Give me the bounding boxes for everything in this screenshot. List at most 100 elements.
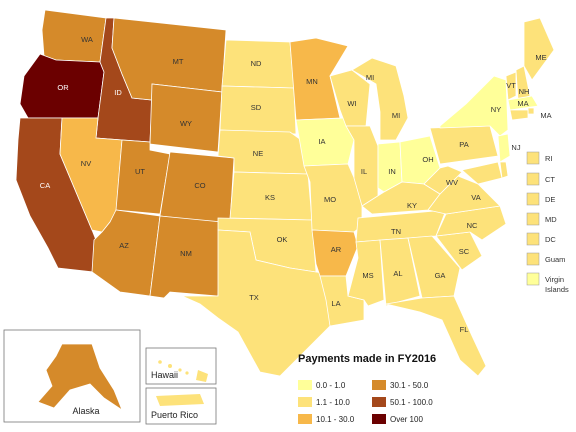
states-layer [15, 9, 555, 377]
label-SD: SD [251, 103, 262, 112]
key-box-MD [526, 212, 540, 226]
island-puerto-rico [156, 394, 204, 406]
key-label-RI: RI [545, 154, 553, 163]
label-AZ: AZ [119, 241, 129, 250]
legend-label-2: 10.1 - 30.0 [316, 415, 355, 424]
label-MI: MI [392, 111, 400, 120]
key-label-CT: CT [545, 175, 555, 184]
key-label-Guam: Guam [545, 255, 565, 264]
island-hawaii-1 [158, 360, 162, 364]
label-NY: NY [491, 105, 501, 114]
legend-swatch-4 [372, 397, 386, 407]
state-NY [439, 75, 509, 137]
state-WV [423, 165, 463, 195]
legend-label-4: 50.1 - 100.0 [390, 398, 433, 407]
label-GA: GA [435, 271, 446, 280]
label-WA: WA [81, 35, 93, 44]
label-AR: AR [331, 245, 342, 254]
state-SD [219, 85, 297, 135]
label-NC: NC [467, 221, 478, 230]
legend-label-5: Over 100 [390, 415, 423, 424]
label-VT: VT [506, 81, 516, 90]
island-hawaii-2 [168, 364, 172, 368]
inset-puerto-rico-frame [145, 387, 217, 425]
state-NJ [497, 133, 511, 163]
label-MA-callout: MA [540, 111, 551, 120]
label-AL: AL [393, 269, 402, 278]
label-NV: NV [81, 159, 91, 168]
label-UT: UT [135, 167, 145, 176]
state-GA [407, 235, 461, 299]
state-TX [181, 229, 337, 377]
key-label-virgin: Virgin [545, 275, 564, 284]
state-CT [509, 109, 529, 121]
small-state-key-list: RI CT DE MD DC Guam Virgin Islands [526, 151, 569, 294]
label-NH: NH [519, 87, 530, 96]
state-labels: WA OR CA ID NV MT WY UT CO AZ NM ND SD N… [40, 35, 552, 334]
legend-swatch-1 [298, 397, 312, 407]
label-LA: LA [331, 299, 340, 308]
state-FL [385, 295, 487, 377]
label-OK: OK [277, 235, 288, 244]
key-label-MD: MD [545, 215, 557, 224]
label-OR: OR [57, 83, 69, 92]
label-MA: MA [517, 99, 528, 108]
label-IN: IN [388, 167, 396, 176]
label-PA: PA [459, 140, 468, 149]
label-FL: FL [460, 325, 469, 334]
label-KS: KS [265, 193, 275, 202]
inset-puerto-rico: Puerto Rico [145, 387, 217, 425]
state-DE [499, 161, 509, 179]
label-WV: WV [446, 178, 458, 187]
key-box-CT [526, 172, 540, 186]
island-hawaii-big [196, 370, 208, 382]
key-box-DE [526, 192, 540, 206]
state-VT [505, 71, 517, 101]
legend-swatch-5 [372, 414, 386, 424]
state-LA [319, 275, 365, 327]
label-ND: ND [251, 59, 262, 68]
legend-swatch-2 [298, 414, 312, 424]
state-MA [507, 95, 539, 111]
label-IL: IL [361, 167, 367, 176]
label-MI-upper: MI [366, 73, 374, 82]
key-box-Virgin-Islands [526, 272, 540, 286]
label-WI: WI [347, 99, 356, 108]
label-VA: VA [471, 193, 480, 202]
key-box-RI [526, 151, 540, 165]
label-NM: NM [180, 249, 192, 258]
label-NE: NE [253, 149, 263, 158]
state-AK [37, 343, 123, 412]
legend-label-1: 1.1 - 10.0 [316, 398, 350, 407]
legend-swatch-3 [372, 380, 386, 390]
legend-title: Payments made in FY2016 [298, 353, 436, 365]
label-MO: MO [324, 195, 336, 204]
state-AL [379, 237, 421, 307]
state-ME [523, 17, 555, 81]
legend-swatch-0 [298, 380, 312, 390]
label-KY: KY [407, 201, 417, 210]
inset-puerto-rico-label: Puerto Rico [151, 410, 198, 420]
label-TN: TN [391, 227, 401, 236]
legend-label-3: 30.1 - 50.0 [390, 381, 429, 390]
legend: Payments made in FY2016 0.0 - 1.0 1.1 - … [298, 353, 436, 424]
key-box-Guam [526, 252, 540, 266]
label-MS: MS [362, 271, 373, 280]
state-MI [351, 57, 409, 141]
label-TX: TX [249, 293, 259, 302]
legend-label-0: 0.0 - 1.0 [316, 381, 346, 390]
state-IA [295, 117, 355, 167]
label-ID: ID [114, 88, 122, 97]
state-RI [527, 107, 535, 115]
label-WY: WY [180, 119, 192, 128]
label-CO: CO [194, 181, 205, 190]
state-WA [41, 9, 107, 63]
label-SC: SC [459, 247, 470, 256]
key-label-islands: Islands [545, 285, 569, 294]
label-NJ: NJ [511, 143, 520, 152]
label-MT: MT [173, 57, 184, 66]
inset-hawaii-label: Hawaii [151, 370, 178, 380]
label-IA: IA [318, 137, 325, 146]
inset-alaska: Alaska [3, 329, 141, 423]
